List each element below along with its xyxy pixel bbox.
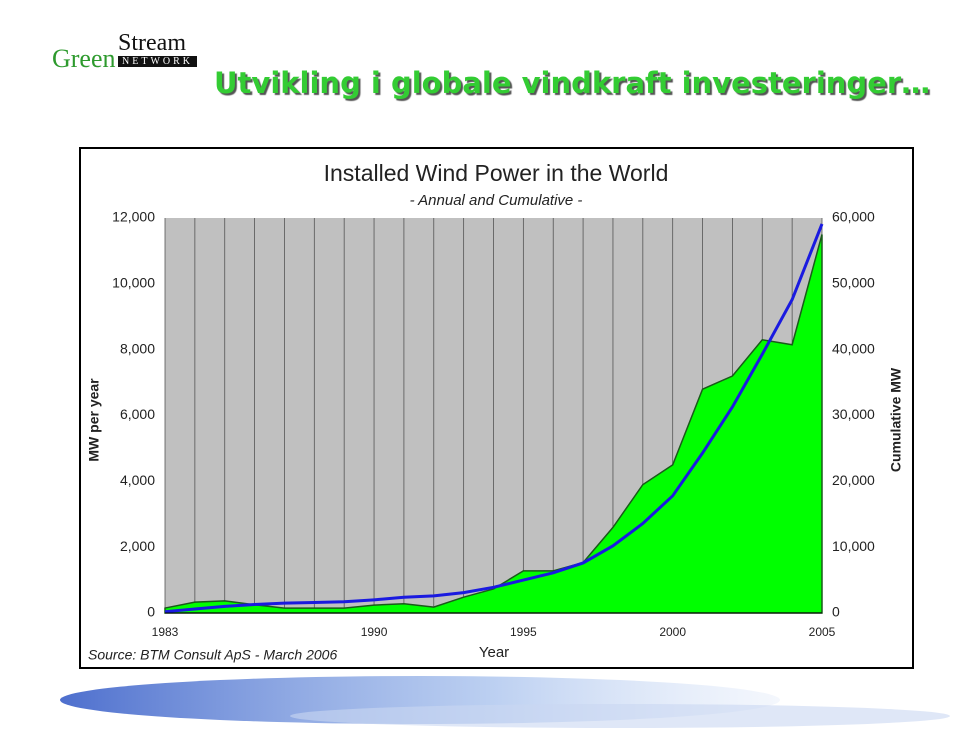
y-tick-label: 6,000 bbox=[120, 406, 155, 422]
y2-tick-label: 0 bbox=[832, 604, 840, 620]
y-tick-label: 0 bbox=[147, 604, 155, 620]
logo-stream: Stream bbox=[118, 30, 186, 56]
x-axis-label: Year bbox=[479, 644, 509, 661]
x-tick-label: 1990 bbox=[361, 625, 388, 639]
y-axis-label: MW per year bbox=[86, 378, 102, 462]
x-tick-label: 1983 bbox=[152, 625, 179, 639]
x-tick-label: 2005 bbox=[809, 625, 836, 639]
y2-tick-label: 20,000 bbox=[832, 472, 875, 488]
x-tick-label: 1995 bbox=[510, 625, 537, 639]
decor-swoosh bbox=[290, 704, 950, 728]
source-note: Source: BTM Consult ApS - March 2006 bbox=[88, 647, 337, 663]
logo-network: NETWORK bbox=[118, 56, 197, 67]
chart-title: Installed Wind Power in the World bbox=[324, 160, 669, 186]
y2-tick-label: 40,000 bbox=[832, 340, 875, 356]
y2-tick-label: 30,000 bbox=[832, 406, 875, 422]
y2-tick-label: 10,000 bbox=[832, 538, 875, 554]
y-tick-label: 4,000 bbox=[120, 472, 155, 488]
y2-tick-label: 50,000 bbox=[832, 275, 875, 291]
x-tick-label: 2000 bbox=[659, 625, 686, 639]
slide-title: Utvikling i globale vindkraft investerin… bbox=[214, 66, 931, 100]
y-tick-label: 2,000 bbox=[120, 538, 155, 554]
y-tick-label: 10,000 bbox=[112, 275, 155, 291]
y2-axis-label: Cumulative MW bbox=[888, 367, 904, 472]
logo-green: Green bbox=[52, 44, 116, 73]
y2-tick-label: 60,000 bbox=[832, 209, 875, 225]
y-tick-label: 8,000 bbox=[120, 340, 155, 356]
chart-subtitle: - Annual and Cumulative - bbox=[410, 192, 583, 209]
line bbox=[164, 223, 824, 614]
y-tick-label: 12,000 bbox=[112, 209, 155, 225]
